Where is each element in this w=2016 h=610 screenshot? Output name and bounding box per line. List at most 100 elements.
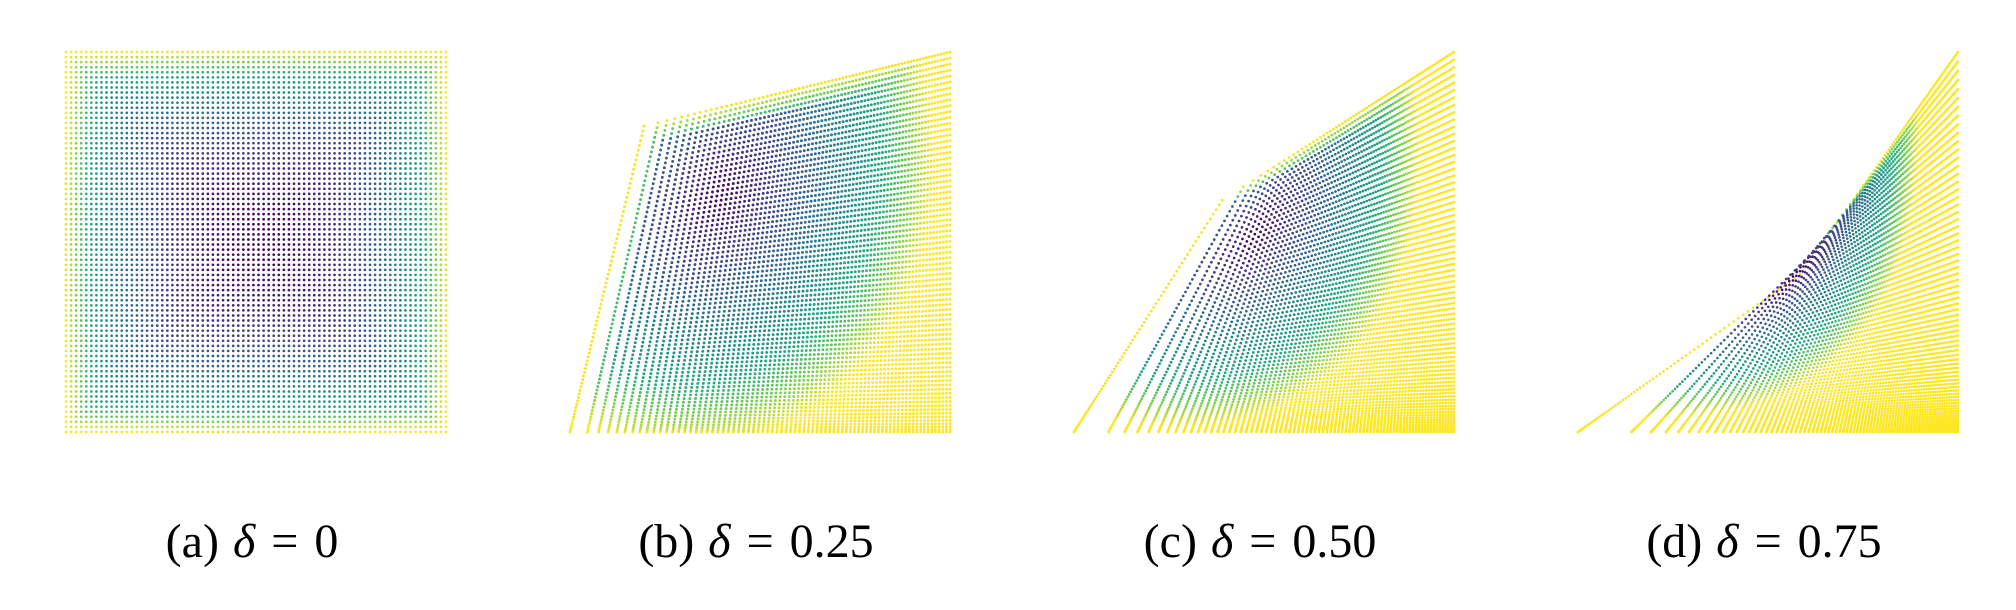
grid-point [221, 233, 225, 236]
grid-point [272, 101, 276, 105]
grid-point [74, 131, 78, 135]
grid-point [363, 379, 367, 383]
grid-point [150, 227, 154, 231]
grid-point [89, 227, 93, 231]
grid-point [69, 157, 73, 160]
grid-point [84, 157, 88, 160]
grid-point [333, 75, 336, 79]
grid-point [302, 55, 306, 59]
grid-point [135, 379, 139, 383]
grid-point [252, 369, 255, 373]
grid-point [191, 96, 195, 99]
grid-point [191, 430, 195, 434]
grid-point [79, 314, 83, 317]
grid-point [307, 243, 311, 246]
grid-point [358, 151, 362, 155]
grid-point [272, 151, 276, 155]
grid-point [323, 222, 326, 226]
grid-point [79, 75, 83, 79]
grid-point [302, 334, 306, 338]
point-grid-a [64, 50, 448, 434]
grid-point [120, 364, 124, 368]
grid-point [317, 50, 321, 54]
grid-point [84, 81, 88, 84]
grid-point [287, 227, 291, 231]
grid-point [79, 227, 83, 231]
grid-point [328, 121, 331, 125]
grid-point [312, 177, 316, 181]
grid-point [297, 405, 301, 409]
grid-point [241, 369, 245, 373]
grid-point [196, 324, 200, 327]
grid-point [297, 55, 301, 59]
grid-point [343, 81, 347, 84]
grid-point [171, 141, 174, 145]
grid-point [323, 187, 326, 191]
grid-point [69, 273, 73, 277]
grid-point [363, 96, 367, 99]
grid-point [191, 329, 195, 333]
grid-point [247, 187, 250, 191]
grid-point [201, 202, 205, 206]
grid-point [388, 339, 392, 343]
grid-point [120, 278, 124, 282]
grid-point [348, 303, 352, 307]
grid-point [328, 217, 331, 221]
grid-point [236, 344, 240, 348]
grid-point [368, 65, 372, 69]
grid-point [267, 75, 271, 79]
grid-point [110, 410, 113, 414]
grid-point [267, 187, 271, 191]
grid-point [333, 303, 336, 307]
grid-point [216, 126, 220, 130]
grid-point [247, 101, 250, 105]
grid-point [120, 111, 124, 115]
grid-point [282, 390, 286, 393]
grid-point [140, 324, 144, 327]
grid-point [328, 385, 331, 388]
grid-point [69, 395, 73, 398]
grid-point [378, 288, 382, 292]
grid-point [95, 106, 98, 110]
grid-point [277, 207, 281, 211]
grid-point [267, 425, 271, 429]
grid-point [317, 268, 321, 272]
grid-point [155, 167, 159, 170]
grid-point [307, 81, 311, 84]
grid-point [333, 238, 336, 241]
grid-point [145, 177, 149, 181]
grid-point [176, 359, 179, 363]
grid-point [383, 314, 387, 317]
grid-point [267, 172, 271, 175]
grid-point [160, 258, 164, 262]
grid-point [368, 121, 372, 125]
grid-point [216, 309, 220, 312]
grid-point [176, 354, 179, 358]
grid-point [272, 405, 276, 409]
grid-point [272, 273, 276, 277]
grid-point [84, 192, 88, 196]
grid-point [125, 227, 129, 231]
grid-point [171, 395, 174, 398]
grid-point [292, 70, 296, 74]
grid-point [282, 96, 286, 99]
grid-point [176, 400, 179, 403]
grid-point [393, 212, 397, 216]
grid-point [69, 319, 73, 322]
grid-point [267, 91, 271, 94]
grid-point [64, 233, 68, 236]
grid-point [191, 385, 195, 388]
grid-point [69, 293, 73, 297]
grid-point [348, 385, 352, 388]
grid-point [302, 162, 306, 165]
grid-point [302, 293, 306, 297]
grid-point [353, 101, 357, 105]
grid-point [388, 55, 392, 59]
grid-point [383, 136, 387, 140]
grid-point [89, 385, 93, 388]
grid-point [267, 415, 271, 419]
grid-point [201, 192, 205, 196]
grid-point [216, 268, 220, 272]
grid-point [74, 146, 78, 150]
grid-point [74, 364, 78, 368]
